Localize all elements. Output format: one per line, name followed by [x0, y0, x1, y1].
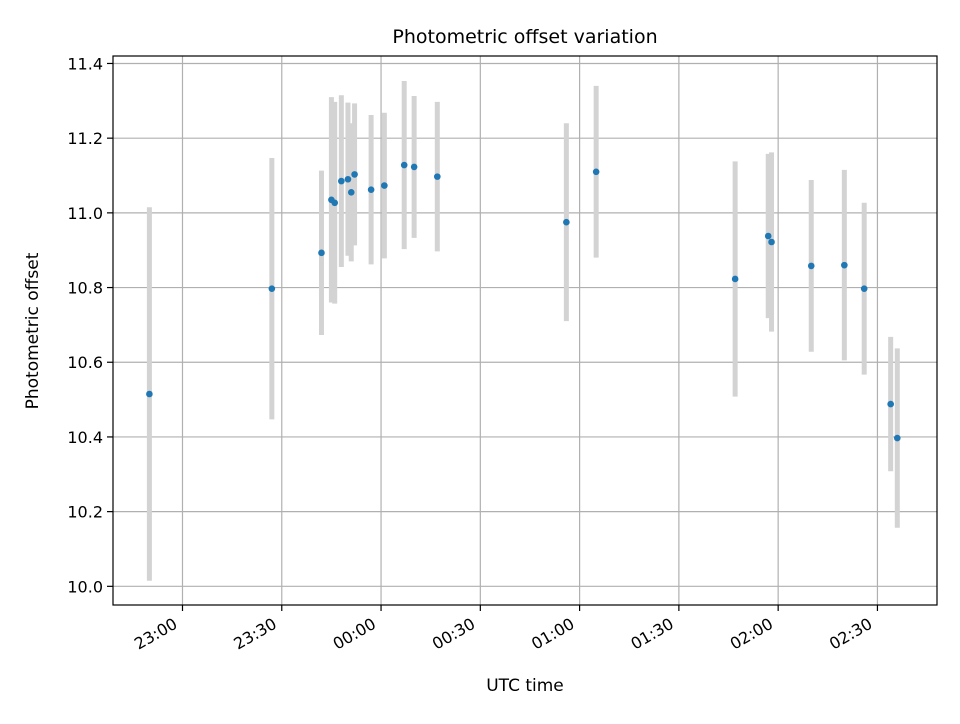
plot-frame — [112, 55, 938, 606]
y-tick-label: 10.4 — [67, 428, 103, 447]
data-point — [807, 262, 815, 270]
y-tick-label: 10.8 — [67, 279, 103, 298]
data-point — [318, 249, 325, 257]
x-axis-label: UTC time — [486, 676, 564, 696]
data-point — [841, 261, 848, 269]
data-point — [592, 168, 600, 176]
data-point — [410, 163, 418, 171]
y-tick-label: 11.2 — [67, 129, 103, 148]
data-point — [344, 175, 352, 183]
data-point — [731, 275, 739, 283]
y-tick-label: 10.0 — [67, 577, 103, 596]
chart-title: Photometric offset variation — [392, 26, 657, 48]
data-point — [347, 189, 355, 196]
data-point — [331, 199, 339, 207]
data-point — [381, 182, 388, 189]
y-tick-label: 10.2 — [67, 503, 103, 522]
data-point — [338, 177, 345, 185]
data-point — [434, 173, 441, 180]
data-point — [563, 218, 570, 226]
data-point — [146, 390, 153, 398]
data-point — [764, 232, 772, 240]
y-tick-label: 10.6 — [67, 353, 103, 372]
data-point — [400, 161, 408, 169]
y-axis-label: Photometric offset — [23, 252, 43, 409]
y-tick-label: 11.0 — [67, 204, 103, 223]
data-point — [860, 285, 868, 292]
data-point — [351, 171, 358, 178]
data-point — [768, 238, 775, 246]
data-point — [887, 400, 894, 408]
y-tick-label: 11.4 — [67, 54, 103, 73]
data-point — [268, 285, 276, 292]
grid-layer — [113, 56, 937, 605]
data-point — [893, 434, 901, 442]
data-point — [367, 186, 375, 194]
point-layer — [146, 161, 901, 442]
